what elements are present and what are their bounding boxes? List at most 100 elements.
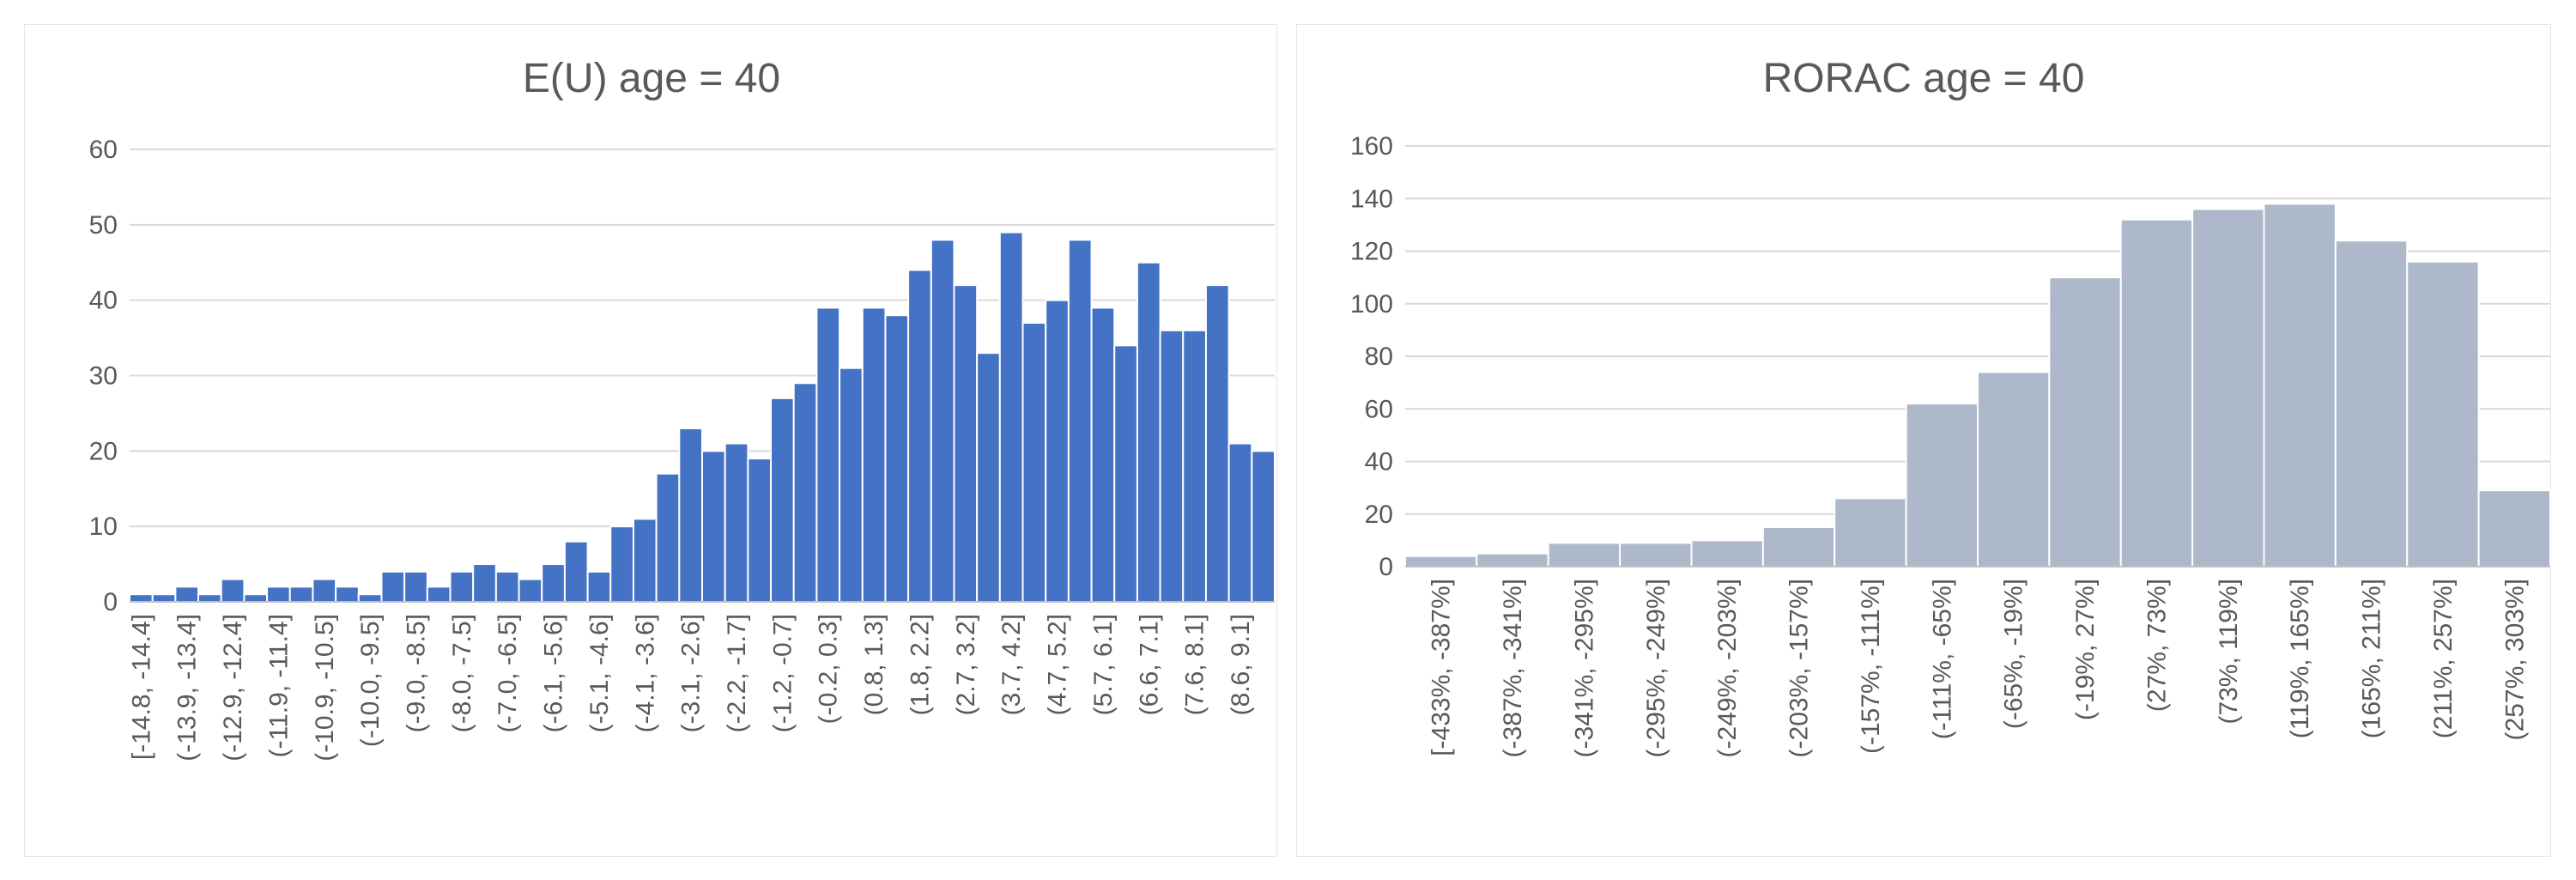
x-tick-label: (1.8, 2.2] [906,614,934,715]
eu-histogram: E(U) age = 40 0 10 20 30 40 50 60 [-14.8, -14.4… [89,56,1276,762]
histogram-bar [586,570,612,603]
histogram-bar [770,397,795,603]
histogram-bar [472,563,497,603]
histogram-bar [357,593,383,604]
x-tick-label: (7.6, 8.1] [1181,614,1209,715]
histogram-bar [197,593,222,604]
histogram-bar [129,593,154,604]
x-tick-label: [-14.8, -14.4] [127,614,155,760]
x-tick-label: (-341%, -295%] [1570,579,1598,757]
chart-title: RORAC age = 40 [1763,56,2085,101]
histogram-bar [1619,542,1693,567]
histogram-bar [1021,322,1047,603]
x-tick-label: (-10.9, -10.5] [311,614,339,762]
y-tick-label: 120 [1350,238,1393,266]
histogram-bar [839,367,864,603]
histogram-bar [335,586,360,604]
histogram-bar [1690,539,1764,567]
x-tick-label: (-6.1, -5.6] [540,614,568,732]
x-tick-label: (211%, 257%] [2429,579,2458,738]
histogram-bar [380,570,406,603]
histogram-bar [151,593,177,604]
histogram-bar [174,586,200,604]
eu-chart-panel: E(U) age = 40 0 10 20 30 40 50 60 [-14.8, -14.4… [24,24,1277,857]
histogram-bar [632,518,658,604]
x-tick-label: (257%, 303%] [2500,579,2529,740]
histogram-bar [907,269,932,603]
x-tick-label: (-111%, -65%] [1928,579,1956,739]
histogram-bar [678,427,704,603]
y-tick-label: 100 [1350,290,1393,319]
histogram-bar [220,578,245,604]
histogram-bar [2119,218,2194,567]
histogram-bar [747,458,773,603]
histogram-bar [1547,542,1621,567]
y-tick-label: 60 [89,136,118,164]
histogram-bar [518,578,543,604]
histogram-bar [1404,555,1478,567]
histogram-bar [815,306,841,603]
x-tick-label: (-0.2, 0.3] [815,614,843,724]
x-tick-label: (73%, 119%] [2215,579,2243,725]
histogram-bar [2048,276,2122,567]
x-tick-label: (165%, 211%] [2358,579,2386,738]
histogram-bar [884,314,910,603]
x-tick-label: (-8.0, -7.5] [448,614,476,732]
histogram-bar [1251,450,1276,604]
histogram-bar [1045,299,1070,603]
chart-title: E(U) age = 40 [523,56,780,101]
histogram-bar [1905,403,1979,567]
histogram-bar [266,586,291,604]
y-tick-label: 160 [1350,132,1393,161]
histogram-bar [312,578,337,604]
histogram-bar [2406,260,2480,567]
x-tick-label: [-433%, -387%] [1427,579,1456,756]
histogram-bar [1476,552,1549,567]
histogram-bar [2477,489,2551,567]
histogram-bar [2263,203,2337,567]
x-tick-label: (4.7, 5.2] [1044,614,1072,715]
y-tick-label: 60 [1365,395,1393,423]
x-tick-label: (-387%, -341%] [1499,579,1527,757]
histogram-bar [1113,344,1138,603]
histogram-bar [1067,239,1093,603]
histogram-bar [701,450,726,604]
x-tick-label: (-7.0, -6.5] [494,614,522,732]
rorac-histogram: RORAC age = 40 0 20 40 60 80 100 120 140 160 [-43… [1350,56,2551,757]
x-tick-label: (-5.1, -4.6] [585,614,614,732]
histogram-bar [403,570,428,603]
x-tick-label: (-203%, -157%] [1785,579,1814,757]
histogram-bar [1159,329,1185,603]
x-tick-label: (8.6, 9.1] [1227,614,1255,715]
histogram-bar [953,284,979,603]
x-tick-label: (-3.1, -2.6] [677,614,706,732]
histogram-bar [792,382,818,603]
x-tick-label: (0.8, 1.3] [860,614,888,715]
y-tick-label: 30 [89,362,118,391]
x-tick-label: (5.7, 6.1] [1089,614,1118,715]
y-tick-label: 20 [89,437,118,465]
histogram-bar [1090,306,1116,603]
y-tick-label: 0 [103,588,118,616]
x-tick-label: (-249%, -203%] [1713,579,1742,757]
y-tick-label: 40 [1365,448,1393,476]
x-tick-label: (-4.1, -3.6] [631,614,659,732]
histogram-bar [976,352,1001,603]
y-tick-label: 20 [1365,501,1393,529]
histogram-bar [288,586,314,604]
x-tick-label: (-295%, -249%] [1642,579,1670,757]
y-tick-label: 50 [89,211,118,240]
x-tick-label: (-157%, -111%] [1857,579,1885,754]
histogram-bar [1182,329,1207,603]
histogram-bar [243,593,269,604]
x-tick-label: (27%, 73%] [2143,579,2171,712]
histogram-bar [2334,240,2409,567]
histogram-bar [1761,526,1836,567]
x-tick-label: (-13.9, -13.4] [173,614,202,762]
histogram-bar [609,525,634,604]
x-tick-label: (-65%, -19%] [2000,579,2028,729]
histogram-bar [655,472,681,604]
x-tick-label: (-2.2, -1.7] [723,614,751,732]
histogram-bar [1977,371,2051,567]
x-tick-label: (-1.2, -0.7] [768,614,797,732]
